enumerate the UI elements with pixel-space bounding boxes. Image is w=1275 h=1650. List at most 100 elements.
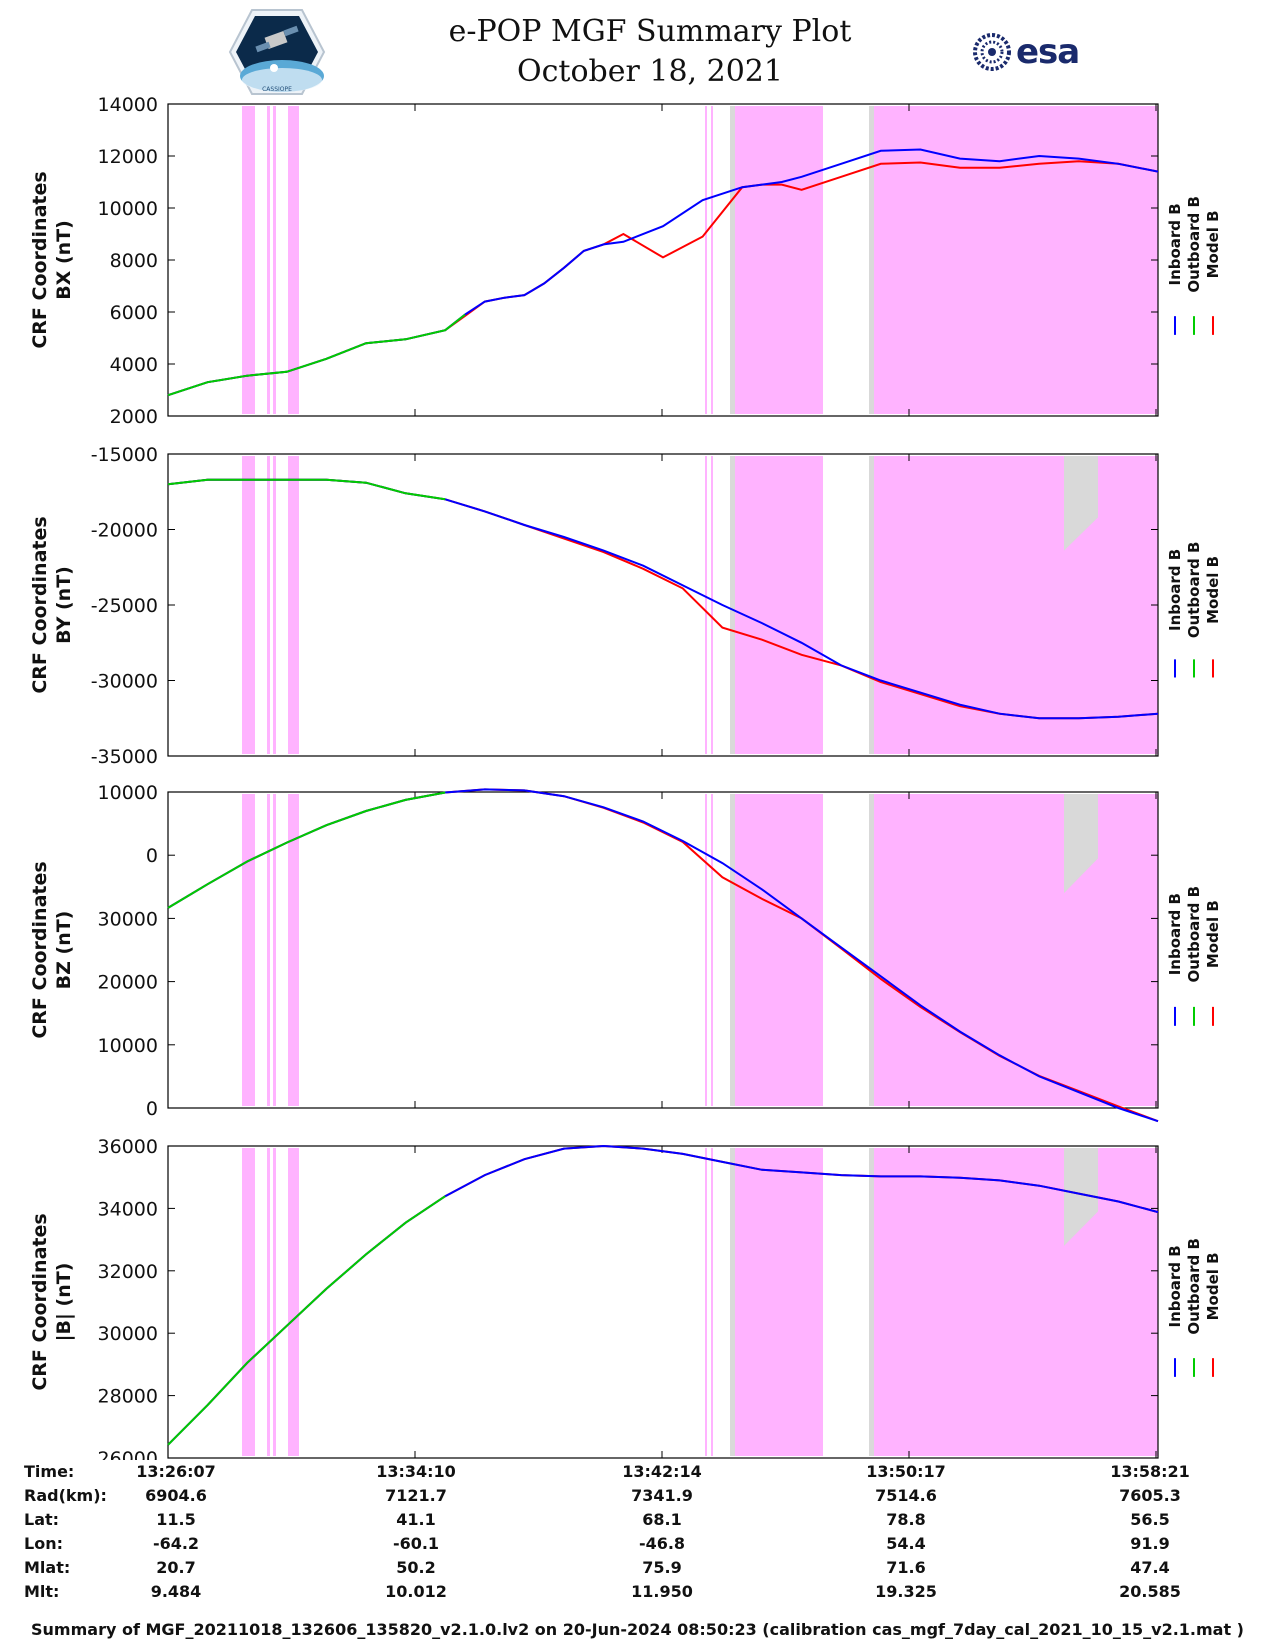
data-gap-shade	[705, 794, 707, 1106]
ephemeris-value: 11.5	[156, 1510, 196, 1529]
data-gap-shade	[267, 794, 270, 1106]
esa-logo-text: esa	[1016, 32, 1080, 72]
y-tick-label: 0	[146, 845, 158, 867]
data-gap-shade	[273, 456, 276, 754]
plot-frame	[167, 1145, 1159, 1459]
ephemeris-label: Time:	[24, 1462, 75, 1481]
esa-logo: esa	[972, 30, 1080, 74]
y-tick-label: -20000	[91, 520, 158, 542]
y-tick-label: 10000	[98, 1035, 158, 1057]
y-tick-label: 30000	[98, 908, 158, 930]
data-gap-shade	[705, 456, 707, 754]
y-tick-label: -15000	[91, 444, 158, 466]
y-tick-label: 28000	[98, 1386, 158, 1408]
ephemeris-row: Lat: 11.5 41.1 68.1 78.8 56.5	[0, 1510, 1275, 1534]
y-axis-label: CRF Coordinates	[29, 516, 51, 693]
data-gap-shade	[288, 794, 299, 1106]
ephemeris-value: 13:34:10	[376, 1462, 456, 1481]
ephemeris-value: 13:58:21	[1110, 1462, 1190, 1481]
ephemeris-value: 54.4	[886, 1534, 926, 1553]
data-gray-shade	[1064, 794, 1098, 894]
legend-label: Inboard B	[1166, 203, 1184, 285]
series-line-outboard-b	[167, 478, 446, 501]
y-axis-label: BZ (nT)	[53, 911, 75, 990]
ephemeris-value: 19.325	[875, 1582, 937, 1601]
ephemeris-label: Lat:	[24, 1510, 60, 1529]
ephemeris-value: 91.9	[1130, 1534, 1170, 1553]
data-gap-shade	[242, 456, 255, 754]
y-tick-label: 6000	[110, 302, 158, 324]
ephemeris-value: 7341.9	[631, 1486, 693, 1505]
plot-frame	[167, 791, 1159, 1109]
y-tick-label: -25000	[91, 595, 158, 617]
data-gray-shade	[730, 1148, 735, 1456]
ephemeris-value: 71.6	[886, 1558, 926, 1577]
data-gray-shade	[869, 456, 874, 754]
data-gap-shade	[733, 794, 823, 1106]
legend-label: Outboard B	[1185, 1238, 1203, 1335]
data-gap-shade	[872, 456, 1158, 754]
data-gray-shade	[869, 794, 874, 1106]
data-gap-shade	[267, 106, 270, 414]
ephemeris-value: 20.585	[1119, 1582, 1181, 1601]
ephemeris-value: -46.8	[638, 1534, 686, 1553]
ephemeris-value: 9.484	[150, 1582, 202, 1601]
data-gap-shade	[273, 1148, 276, 1456]
data-gray-shade	[1064, 456, 1098, 551]
data-gray-shade	[869, 1148, 874, 1456]
ephemeris-value: 7514.6	[875, 1486, 937, 1505]
ephemeris-label: Mlat:	[24, 1558, 71, 1577]
y-tick-label: 8000	[110, 250, 158, 272]
legend-label: Model B	[1204, 556, 1222, 624]
ephemeris-row: Mlat: 20.7 50.2 75.9 71.6 47.4	[0, 1558, 1275, 1582]
data-gap-shade	[242, 794, 255, 1106]
ephemeris-value: 78.8	[886, 1510, 926, 1529]
y-tick-label: 10000	[98, 198, 158, 220]
ephemeris-label: Mlt:	[24, 1582, 60, 1601]
data-gap-shade	[733, 1148, 823, 1456]
data-gap-shade	[267, 456, 270, 754]
data-gap-shade	[711, 106, 713, 414]
data-gap-shade	[711, 1148, 713, 1456]
data-gap-shade	[872, 1148, 1158, 1456]
ephemeris-row: Lon: -64.2 -60.1 -46.8 54.4 91.9	[0, 1534, 1275, 1558]
y-tick-label: -30000	[91, 671, 158, 693]
y-tick-label: 0	[146, 1098, 158, 1120]
data-gap-shade	[242, 106, 255, 414]
data-gray-shade	[869, 106, 874, 414]
data-gap-shade	[872, 106, 1158, 414]
y-tick-label: 36000	[98, 1136, 158, 1158]
legend-label: Outboard B	[1185, 886, 1203, 983]
y-axis-label: BY (nT)	[53, 566, 75, 644]
data-gray-shade	[730, 456, 735, 754]
series-line-outboard-b	[167, 313, 466, 397]
ephemeris-value: -64.2	[152, 1534, 200, 1553]
data-gap-shade	[267, 1148, 270, 1456]
ephemeris-label: Rad(km):	[24, 1486, 107, 1505]
data-gray-shade	[1064, 1148, 1098, 1246]
ephemeris-value: 11.950	[631, 1582, 693, 1601]
ephemeris-value: 68.1	[642, 1510, 682, 1529]
data-gap-shade	[705, 106, 707, 414]
legend-label: Model B	[1204, 1252, 1222, 1320]
data-gap-shade	[273, 106, 276, 414]
ephemeris-value: 20.7	[156, 1558, 196, 1577]
ephemeris-value: 7121.7	[385, 1486, 447, 1505]
y-axis-label: CRF Coordinates	[29, 171, 51, 348]
data-gap-shade	[273, 794, 276, 1106]
y-axis-label: CRF Coordinates	[29, 1213, 51, 1390]
ephemeris-value: 13:42:14	[622, 1462, 702, 1481]
ephemeris-value: 56.5	[1130, 1510, 1170, 1529]
y-axis-label: BX (nT)	[53, 220, 75, 300]
y-tick-label: 32000	[98, 1261, 158, 1283]
y-tick-label: 34000	[98, 1198, 158, 1220]
ephemeris-value: 10.012	[385, 1582, 447, 1601]
y-axis-label: |B| (nT)	[53, 1263, 75, 1342]
legend-label: Inboard B	[1166, 893, 1184, 975]
data-gap-shade	[872, 794, 1158, 1106]
y-tick-label: 4000	[110, 354, 158, 376]
legend-label: Model B	[1204, 900, 1222, 968]
data-gap-shade	[733, 106, 823, 414]
legend-label: Inboard B	[1166, 1245, 1184, 1327]
